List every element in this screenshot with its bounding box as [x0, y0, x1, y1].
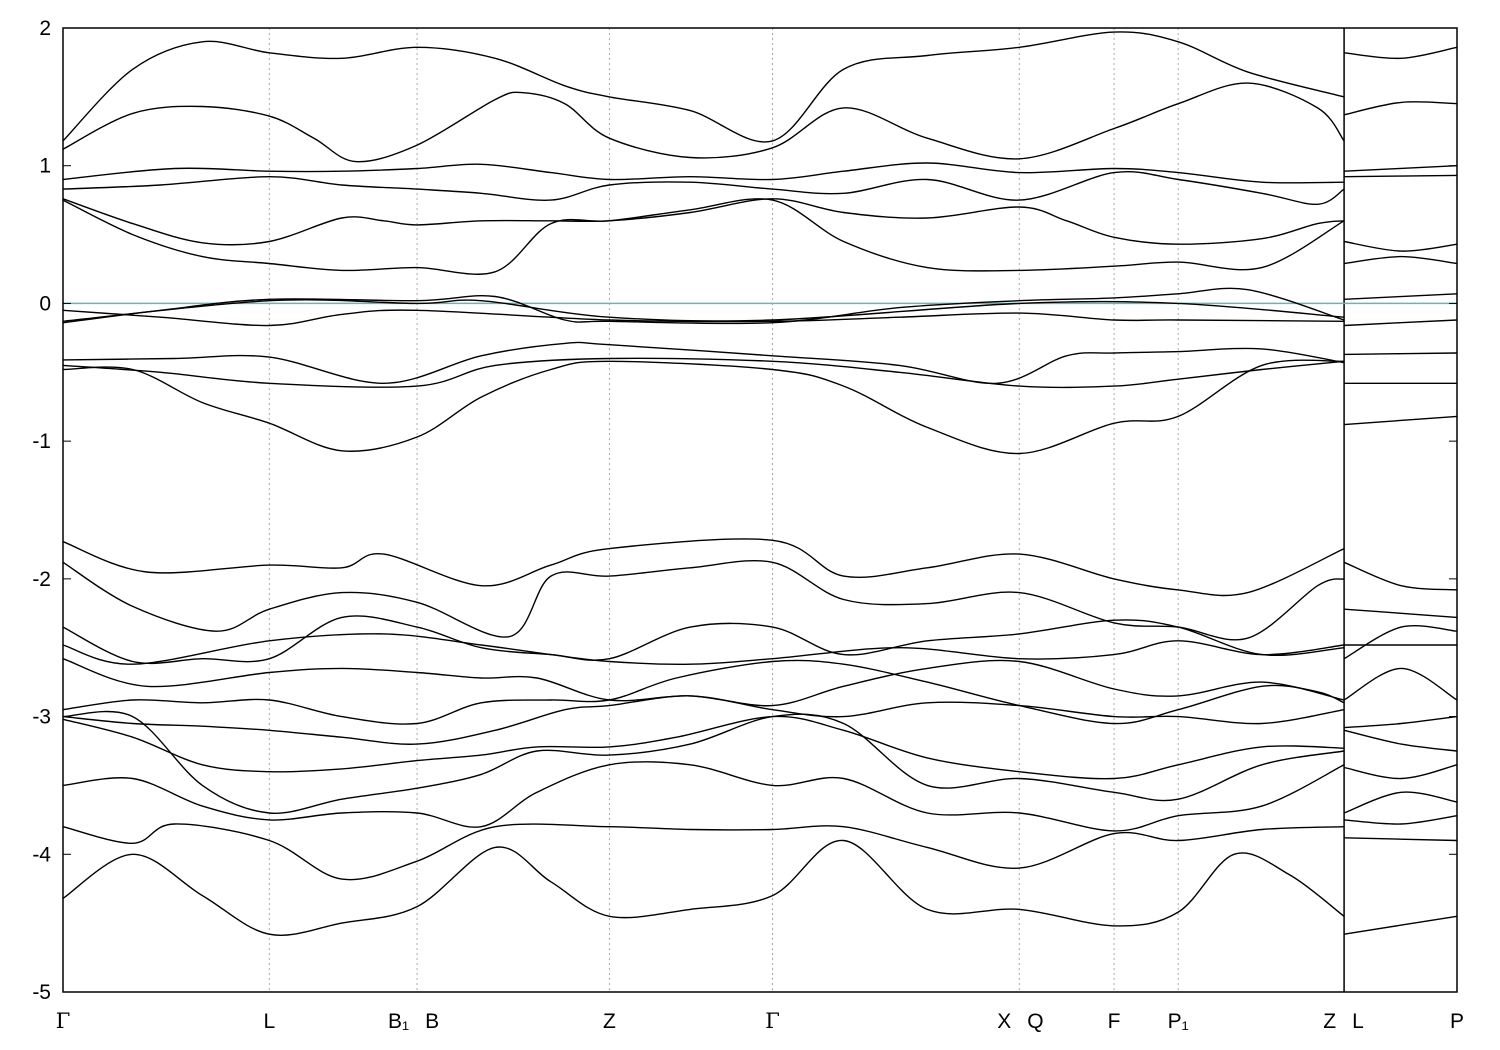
x-tick-label: Q: [1027, 1010, 1043, 1033]
band-line-29: [62, 633, 1345, 665]
band-line-25: [62, 559, 1345, 641]
band-line-36: [1343, 729, 1458, 752]
x-tick-label: X: [997, 1010, 1011, 1033]
x-tick-label: L: [263, 1010, 275, 1033]
band-line-4: [62, 162, 1345, 184]
band-line-19: [62, 357, 1345, 389]
band-line-34: [1344, 715, 1458, 729]
x-tick-label: P₁: [1168, 1010, 1189, 1033]
band-line-24: [1343, 561, 1458, 591]
band-line-1: [1344, 46, 1458, 60]
band-line-35: [62, 695, 1345, 745]
band-line-12: [62, 287, 1345, 325]
band-line-11: [1344, 255, 1458, 265]
band-line-2: [62, 82, 1345, 163]
band-line-39: [62, 710, 1345, 814]
y-tick-label: -3: [32, 706, 51, 729]
x-tick-label: Γ: [765, 1009, 780, 1033]
x-tick-label: F: [1108, 1010, 1121, 1033]
y-axis: 2 1 0 -1 -2 -3 -4 -5: [32, 17, 1457, 1004]
y-tick-label: -2: [32, 568, 51, 591]
band-line-43: [62, 823, 1345, 881]
band-line-22: [1344, 415, 1458, 426]
x-tick-label: Z: [1323, 1010, 1336, 1033]
band-line-28: [1343, 625, 1458, 660]
band-line-26: [1344, 608, 1458, 619]
band-line-44: [1344, 837, 1458, 842]
x-axis: Γ L B₁ B Z Γ X Q F P₁ Z L P: [56, 1009, 1464, 1033]
band-line-38: [1343, 764, 1458, 780]
x-tick-label: P: [1450, 1010, 1464, 1033]
band-line-18: [1344, 352, 1458, 356]
x-tick-label: B: [425, 1010, 439, 1033]
band-line-46: [1343, 915, 1458, 935]
band-line-15: [62, 309, 1345, 327]
band-line-13: [1344, 293, 1458, 300]
band-line-9: [1343, 240, 1458, 252]
band-line-23: [62, 538, 1345, 597]
y-tick-label: -4: [32, 843, 51, 866]
x-tick-label: Γ: [56, 1009, 71, 1033]
band-line-8: [62, 198, 1345, 246]
band-line-45: [62, 839, 1345, 936]
band-line-14: [62, 299, 1345, 322]
band-line-33: [62, 659, 1345, 725]
plot-frame: [62, 27, 1458, 993]
band-line-32: [1343, 667, 1458, 701]
band-line-3: [1343, 101, 1458, 116]
band-line-17: [62, 341, 1345, 385]
y-tick-label: 2: [39, 17, 51, 40]
band-line-6: [62, 170, 1345, 206]
band-line-16: [1344, 319, 1458, 327]
y-tick-label: 0: [39, 292, 51, 315]
band-line-10: [62, 198, 1345, 275]
y-tick-label: -1: [32, 430, 51, 453]
band-line-21: [62, 359, 1345, 455]
y-tick-label: 1: [39, 155, 51, 178]
x-tick-label: B₁: [388, 1010, 409, 1033]
band-line-7: [1344, 174, 1458, 178]
band-line-41: [62, 761, 1345, 832]
band-line-40: [1343, 791, 1458, 814]
band-line-42: [1344, 815, 1458, 825]
band-line-27: [62, 615, 1345, 665]
x-tick-label: L: [1352, 1010, 1364, 1033]
band-line-37: [62, 715, 1345, 780]
x-tick-label: Z: [603, 1010, 616, 1033]
y-tick-label: -5: [32, 981, 51, 1004]
band-line-0: [62, 31, 1345, 143]
